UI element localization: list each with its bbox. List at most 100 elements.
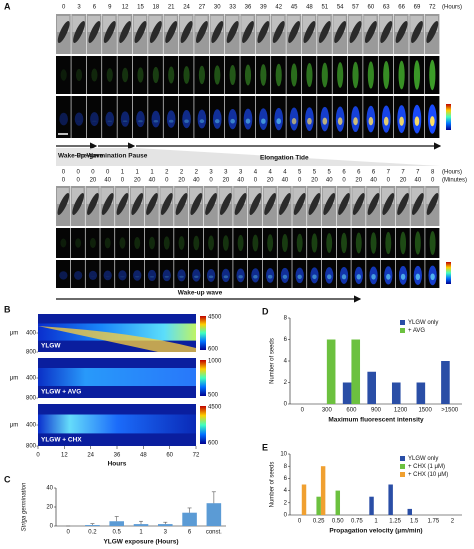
x-tick-label: 2 [451,519,455,525]
colorbar [200,360,206,396]
seed [165,21,178,43]
hour-label: 7 [416,170,420,176]
hour-label: 0 [91,170,95,176]
seed [318,21,331,43]
frame-highlight [426,188,438,204]
bar [109,521,124,526]
phase-label: Pre-germination Pause [77,153,148,160]
frame [159,228,174,258]
minute-label: 40 [370,178,377,184]
signal [260,64,267,86]
seed [367,193,380,215]
signal [75,68,83,82]
signal [91,68,98,82]
signal [178,236,185,250]
seed [323,193,336,215]
minute-label: 0 [76,178,80,184]
frame-highlight [160,188,173,204]
frame-highlight [337,188,350,204]
y-tick-label: 4 [284,488,288,494]
bar [85,525,100,526]
hour-label: 1 [121,170,125,176]
hour-label: 6 [342,170,346,176]
hour-label: 2 [195,170,199,176]
signal-core [327,274,332,280]
legend-label: + AVG [408,328,425,334]
bar [407,508,412,515]
time-label: 66 [398,5,405,11]
time-label: 72 [429,5,436,11]
x-tick-label: 300 [322,408,333,414]
signal [229,64,236,86]
colorbar-label: 600 [208,441,219,447]
signal-core [164,275,169,278]
wave-label: Wake-up wave [178,290,223,297]
hour-label: 6 [372,170,376,176]
legend-label: + CHX (10 μM) [408,472,448,478]
signal-core [261,118,266,124]
signal [352,61,359,89]
hour-label: 2 [180,170,184,176]
y-axis-label: μm [10,331,18,337]
frame [380,228,396,258]
time-label: 24 [183,5,190,11]
time-label: 6 [93,5,97,11]
x-tick-label: 12 [61,453,68,459]
seed [180,21,193,43]
frame [188,260,204,288]
signal [163,236,170,250]
panel-letter: A [4,1,11,11]
signal [206,268,216,282]
signal [177,269,186,282]
bar [133,524,149,526]
frame [86,96,102,138]
minute-label: 20 [134,178,141,184]
signal [252,234,259,252]
frame [85,228,100,258]
signal [383,60,390,90]
signal [166,110,176,128]
frame [209,56,225,94]
signal-core [138,120,143,123]
time-label: 30 [214,5,221,11]
minute-label: 0 [121,178,125,184]
signal-core [371,273,376,280]
y-axis-label: Number of seeds [270,462,276,508]
seed [234,193,247,215]
legend-swatch [400,320,405,325]
x-tick-label: 0 [36,453,40,459]
signal [222,235,229,251]
frame [129,228,145,258]
signal [251,268,260,283]
minute-label: 0 [62,178,66,184]
time-label: 15 [137,5,144,11]
seed [211,21,224,43]
signal [341,232,347,254]
minute-label: 40 [282,178,289,184]
signal-core [430,273,435,281]
signal [367,61,374,89]
x-tick-label: 3 [164,530,168,536]
frame-highlight [308,188,320,204]
seed [175,193,188,215]
hour-label: 4 [254,170,258,176]
frame [129,260,145,288]
x-tick-label: 0.25 [313,519,325,525]
x-tick-label: 1 [139,530,143,536]
signal [267,234,274,252]
x-tick-label: 36 [114,453,121,459]
seed [334,21,347,43]
hour-label: 5 [328,170,332,176]
seed [395,21,408,43]
seed [264,193,277,215]
frame [132,56,148,94]
time-label: 33 [229,5,236,11]
signal [326,233,333,253]
x-tick-label: 0 [298,519,302,525]
frame-highlight [219,188,232,204]
signal [151,110,161,128]
hour-label: 6 [357,170,361,176]
seed [146,193,158,215]
colorbar-label: 500 [208,393,219,399]
